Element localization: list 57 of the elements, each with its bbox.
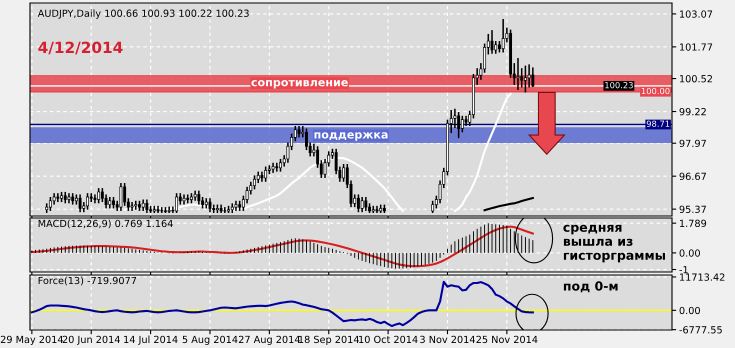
y-tick-label: 101.77 (680, 43, 712, 51)
x-tick-label: 27 Aug 2014 (238, 336, 300, 345)
x-tick-label: 29 May 2014 (0, 336, 64, 345)
candlestick (498, 41, 501, 52)
y-tick-label: 0.00 (680, 306, 700, 314)
y-tick-label: 103.07 (680, 10, 712, 18)
x-tick-label: 5 Aug 2014 (182, 336, 238, 345)
chart-title: Force(13) -719.9077 (38, 276, 136, 286)
y-tick-label: 11713.42 (680, 273, 724, 281)
x-tick-label: 18 Sep 2014 (298, 336, 359, 345)
y-tick-label: 97.97 (680, 140, 706, 148)
candlestick (145, 200, 148, 213)
candlestick (78, 194, 82, 212)
ref-line-label: 100.23 (605, 82, 633, 88)
y-tick-label: 1.789 (680, 220, 706, 227)
x-tick-label: 14 Jul 2014 (124, 336, 178, 345)
line-series (484, 196, 534, 212)
y-tick-label: -1 (679, 266, 688, 274)
x-tick-label: 3 Nov 2014 (420, 336, 475, 344)
candlestick (279, 158, 282, 172)
annotation: средняя вышла из гисторграммы (563, 224, 665, 262)
candlestick (208, 198, 212, 212)
candlestick (356, 194, 360, 212)
band-label: сопротивление (251, 80, 348, 89)
chart-title: MACD(12,26,9) 0.769 1.164 (38, 220, 173, 228)
candlestick (490, 30, 494, 54)
candlestick (90, 193, 93, 202)
y-tick-label: 96.67 (680, 172, 706, 180)
candlestick (164, 207, 167, 213)
x-tick-label: 25 Nov 2014 (476, 336, 538, 344)
candlestick (460, 116, 464, 132)
y-tick-label: 100.52 (680, 75, 712, 82)
y-tick-label: -6777.55 (679, 326, 722, 334)
annotation: под 0-м (564, 281, 618, 292)
candlestick (197, 190, 200, 205)
ref-line-label: 98.71 (646, 120, 670, 127)
candlestick (298, 126, 301, 138)
x-tick-label: 20 Jun 2014 (62, 336, 120, 345)
ref-line-label: 100.00 (642, 88, 670, 94)
candlestick (93, 194, 96, 204)
candlestick (97, 188, 100, 204)
y-tick-label: 99.22 (680, 108, 706, 116)
candlestick (182, 194, 186, 205)
text: 4/12/2014 (38, 42, 123, 54)
y-tick-label: 0.00 (680, 249, 700, 257)
text: AUDJPY,Daily 100.66 100.93 100.22 100.23 (38, 9, 249, 19)
candlestick (186, 194, 190, 204)
band-label: поддержка (314, 132, 388, 141)
candlestick (112, 196, 115, 208)
candlestick (457, 112, 460, 138)
candlestick (275, 162, 278, 172)
candlestick (56, 193, 60, 202)
candlestick (71, 193, 74, 205)
x-tick-label: 10 Oct 2014 (359, 336, 418, 344)
candlestick (531, 67, 534, 87)
y-tick-label: 95.37 (680, 206, 706, 213)
candlestick (364, 196, 368, 211)
